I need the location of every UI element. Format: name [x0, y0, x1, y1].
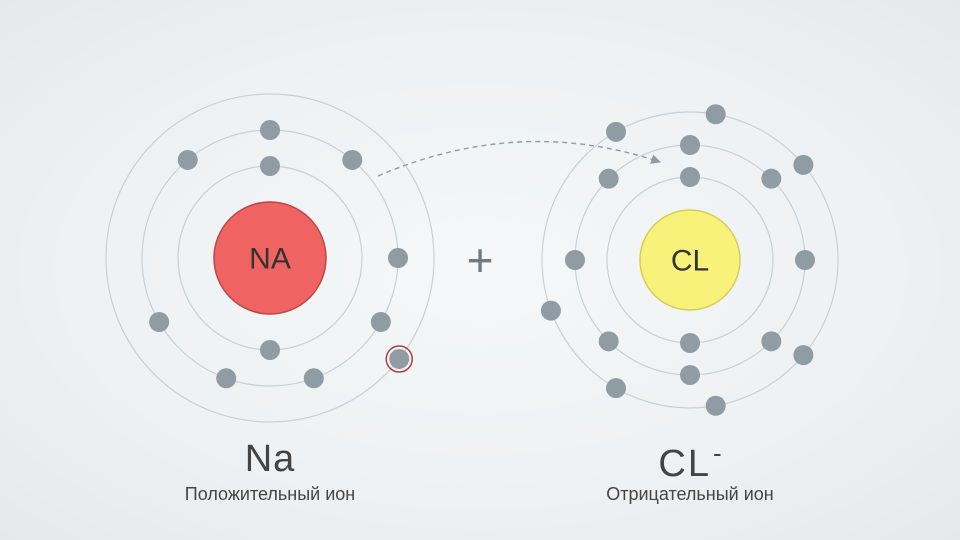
cl-atom: CL — [541, 104, 838, 416]
na-atom: NA — [106, 94, 434, 422]
cl-electron — [793, 345, 813, 365]
na-symbol-text: Na — [200, 438, 340, 481]
cl-electron — [606, 378, 626, 398]
na-electron — [388, 248, 408, 268]
cl-charge: - — [713, 438, 722, 468]
na-electron — [260, 340, 280, 360]
cl-electron — [761, 331, 781, 351]
cl-electron — [761, 169, 781, 189]
cl-electron — [706, 396, 726, 416]
cl-electron — [793, 155, 813, 175]
na-electron — [260, 120, 280, 140]
na-electron — [149, 312, 169, 332]
na-electron — [371, 312, 391, 332]
cl-symbol-text: CL — [658, 443, 711, 485]
na-electron — [304, 368, 324, 388]
cl-electron — [680, 333, 700, 353]
na-nucleus-label: NA — [249, 243, 291, 276]
cl-electron — [606, 122, 626, 142]
cl-nucleus-label: CL — [671, 245, 709, 278]
na-electron — [216, 368, 236, 388]
cl-electron — [680, 167, 700, 187]
na-caption: Положительный ион — [140, 484, 400, 505]
cl-electron — [795, 250, 815, 270]
cl-caption: Отрицательный ион — [560, 484, 820, 505]
cl-electron — [599, 331, 619, 351]
cl-electron — [599, 169, 619, 189]
na-symbol: Na — [200, 438, 340, 481]
cl-electron — [680, 135, 700, 155]
na-electron — [260, 156, 280, 176]
cl-electron — [706, 104, 726, 124]
cl-electron — [541, 301, 561, 321]
cl-symbol: CL- — [620, 438, 760, 486]
na-electron — [342, 150, 362, 170]
na-electron — [178, 150, 198, 170]
cl-electron — [680, 365, 700, 385]
diagram-stage: NA CL + — [0, 0, 960, 540]
cl-electron — [565, 250, 585, 270]
na-electron — [389, 349, 409, 369]
plus-sign: + — [467, 234, 494, 286]
